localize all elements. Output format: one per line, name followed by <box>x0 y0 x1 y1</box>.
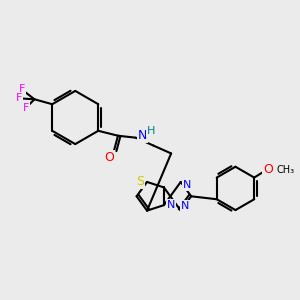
Text: S: S <box>136 176 144 188</box>
Text: N: N <box>167 200 175 210</box>
Text: F: F <box>16 93 22 103</box>
Text: F: F <box>22 103 29 113</box>
Text: CH₃: CH₃ <box>277 165 295 175</box>
Text: N: N <box>138 129 147 142</box>
Text: N: N <box>182 180 191 190</box>
Text: O: O <box>104 151 114 164</box>
Text: H: H <box>147 126 156 136</box>
Text: O: O <box>263 163 273 176</box>
Text: N: N <box>181 201 189 211</box>
Text: F: F <box>19 84 25 94</box>
